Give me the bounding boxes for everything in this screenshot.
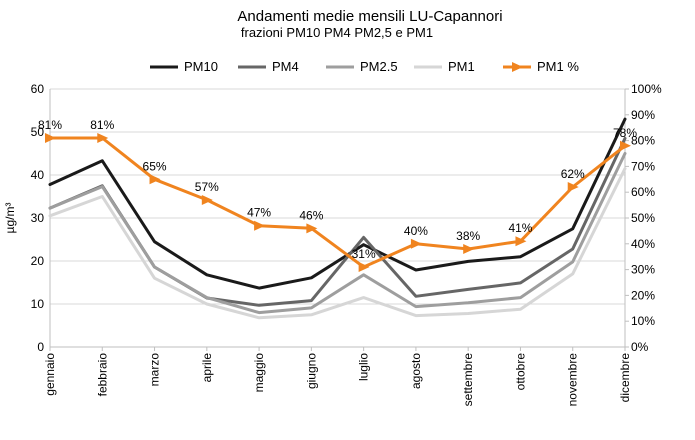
y-tick-label: 30 — [31, 211, 45, 225]
y2-tick-label: 70% — [631, 159, 655, 173]
legend-label: PM2.5 — [360, 59, 398, 74]
pm1-pct-marker — [306, 223, 318, 234]
data-label: 65% — [143, 159, 167, 173]
x-tick-label: settembre — [461, 353, 475, 407]
y-tick-label: 60 — [31, 82, 45, 96]
y2-tick-label: 60% — [631, 185, 655, 199]
x-tick-label: febbraio — [95, 353, 109, 397]
series-line-pm1 — [48, 167, 627, 320]
data-label: 46% — [299, 208, 323, 222]
legend-label: PM1 — [448, 59, 475, 74]
y2-tick-label: 100% — [631, 82, 662, 96]
pm1-pct-marker — [567, 182, 579, 193]
series-line-pm2-5 — [48, 152, 627, 315]
y-tick-label: 0 — [37, 340, 44, 354]
data-label: 78% — [613, 126, 637, 140]
data-label: 57% — [195, 180, 219, 194]
x-tick-label: giugno — [304, 353, 318, 389]
y2-tick-label: 80% — [631, 134, 655, 148]
series-line-pm1 — [48, 136, 627, 269]
pm1-pct-marker — [463, 243, 475, 254]
pm1-pct-marker — [410, 238, 422, 249]
data-label: 38% — [456, 229, 480, 243]
pm1-pct-marker — [97, 133, 109, 144]
x-tick-label: gennaio — [43, 353, 57, 396]
y-tick-label: 20 — [31, 254, 45, 268]
pm1-pct-marker — [620, 140, 631, 151]
legend-label: PM1 % — [537, 59, 579, 74]
pm1-pct-marker — [149, 174, 161, 185]
y2-tick-label: 30% — [631, 263, 655, 277]
data-label: 62% — [561, 167, 585, 181]
pm1-pct-marker — [515, 236, 527, 247]
data-label: 40% — [404, 224, 428, 238]
data-label: 81% — [38, 118, 62, 132]
chart-subtitle: frazioni PM10 PM4 PM2,5 e PM1 — [241, 25, 433, 40]
x-tick-label: marzo — [148, 353, 162, 387]
axes: 0 10 20 30 40 50 60 0% 10% 20% 30% 40% 50% 60% 70% 80% 9… — [31, 82, 662, 406]
legend-marker — [512, 62, 523, 72]
x-tick-label: maggio — [252, 353, 266, 393]
data-label: 81% — [90, 118, 114, 132]
series-line-pm10 — [48, 117, 627, 290]
y2-tick-label: 50% — [631, 211, 655, 225]
y2-tick-label: 0% — [631, 340, 649, 354]
x-tick-label: agosto — [409, 353, 423, 389]
y2-tick-label: 90% — [631, 108, 655, 122]
chart-title: Andamenti medie mensili LU-Capannori — [237, 8, 502, 25]
y2-tick-label: 10% — [631, 314, 655, 328]
y-axis-label: µg/m³ — [3, 203, 17, 234]
x-tick-label: luglio — [357, 353, 371, 381]
data-label: 31% — [352, 247, 376, 261]
y2-tick-label: 20% — [631, 288, 655, 302]
data-label: 41% — [508, 221, 532, 235]
pm1-pct-marker — [358, 262, 370, 273]
legend-label: PM4 — [272, 59, 299, 74]
y2-tick-label: 40% — [631, 237, 655, 251]
legend-label: PM10 — [184, 59, 218, 74]
legend: PM10 PM4 PM2.5 PM1 PM1 % — [150, 59, 579, 74]
pm1-pct-marker — [201, 194, 213, 205]
x-tick-label: aprile — [200, 353, 214, 383]
x-tick-label: novembre — [566, 353, 580, 407]
pm1-pct-marker — [254, 220, 266, 231]
x-tick-label: dicembre — [618, 353, 632, 403]
x-tick-label: ottobre — [513, 353, 527, 391]
data-labels: 81% 81% 65% 57% 47% 46% 31% 40% 38% 41% 62% 78% — [38, 118, 637, 261]
data-label: 47% — [247, 206, 271, 220]
y-tick-label: 40 — [31, 168, 45, 182]
y-tick-label: 10 — [31, 297, 45, 311]
pm1-pct-markers — [45, 133, 631, 273]
pm1-pct-marker — [45, 133, 56, 144]
y-tick-label: 50 — [31, 125, 45, 139]
series-lines — [48, 117, 627, 320]
gridlines — [50, 88, 625, 348]
